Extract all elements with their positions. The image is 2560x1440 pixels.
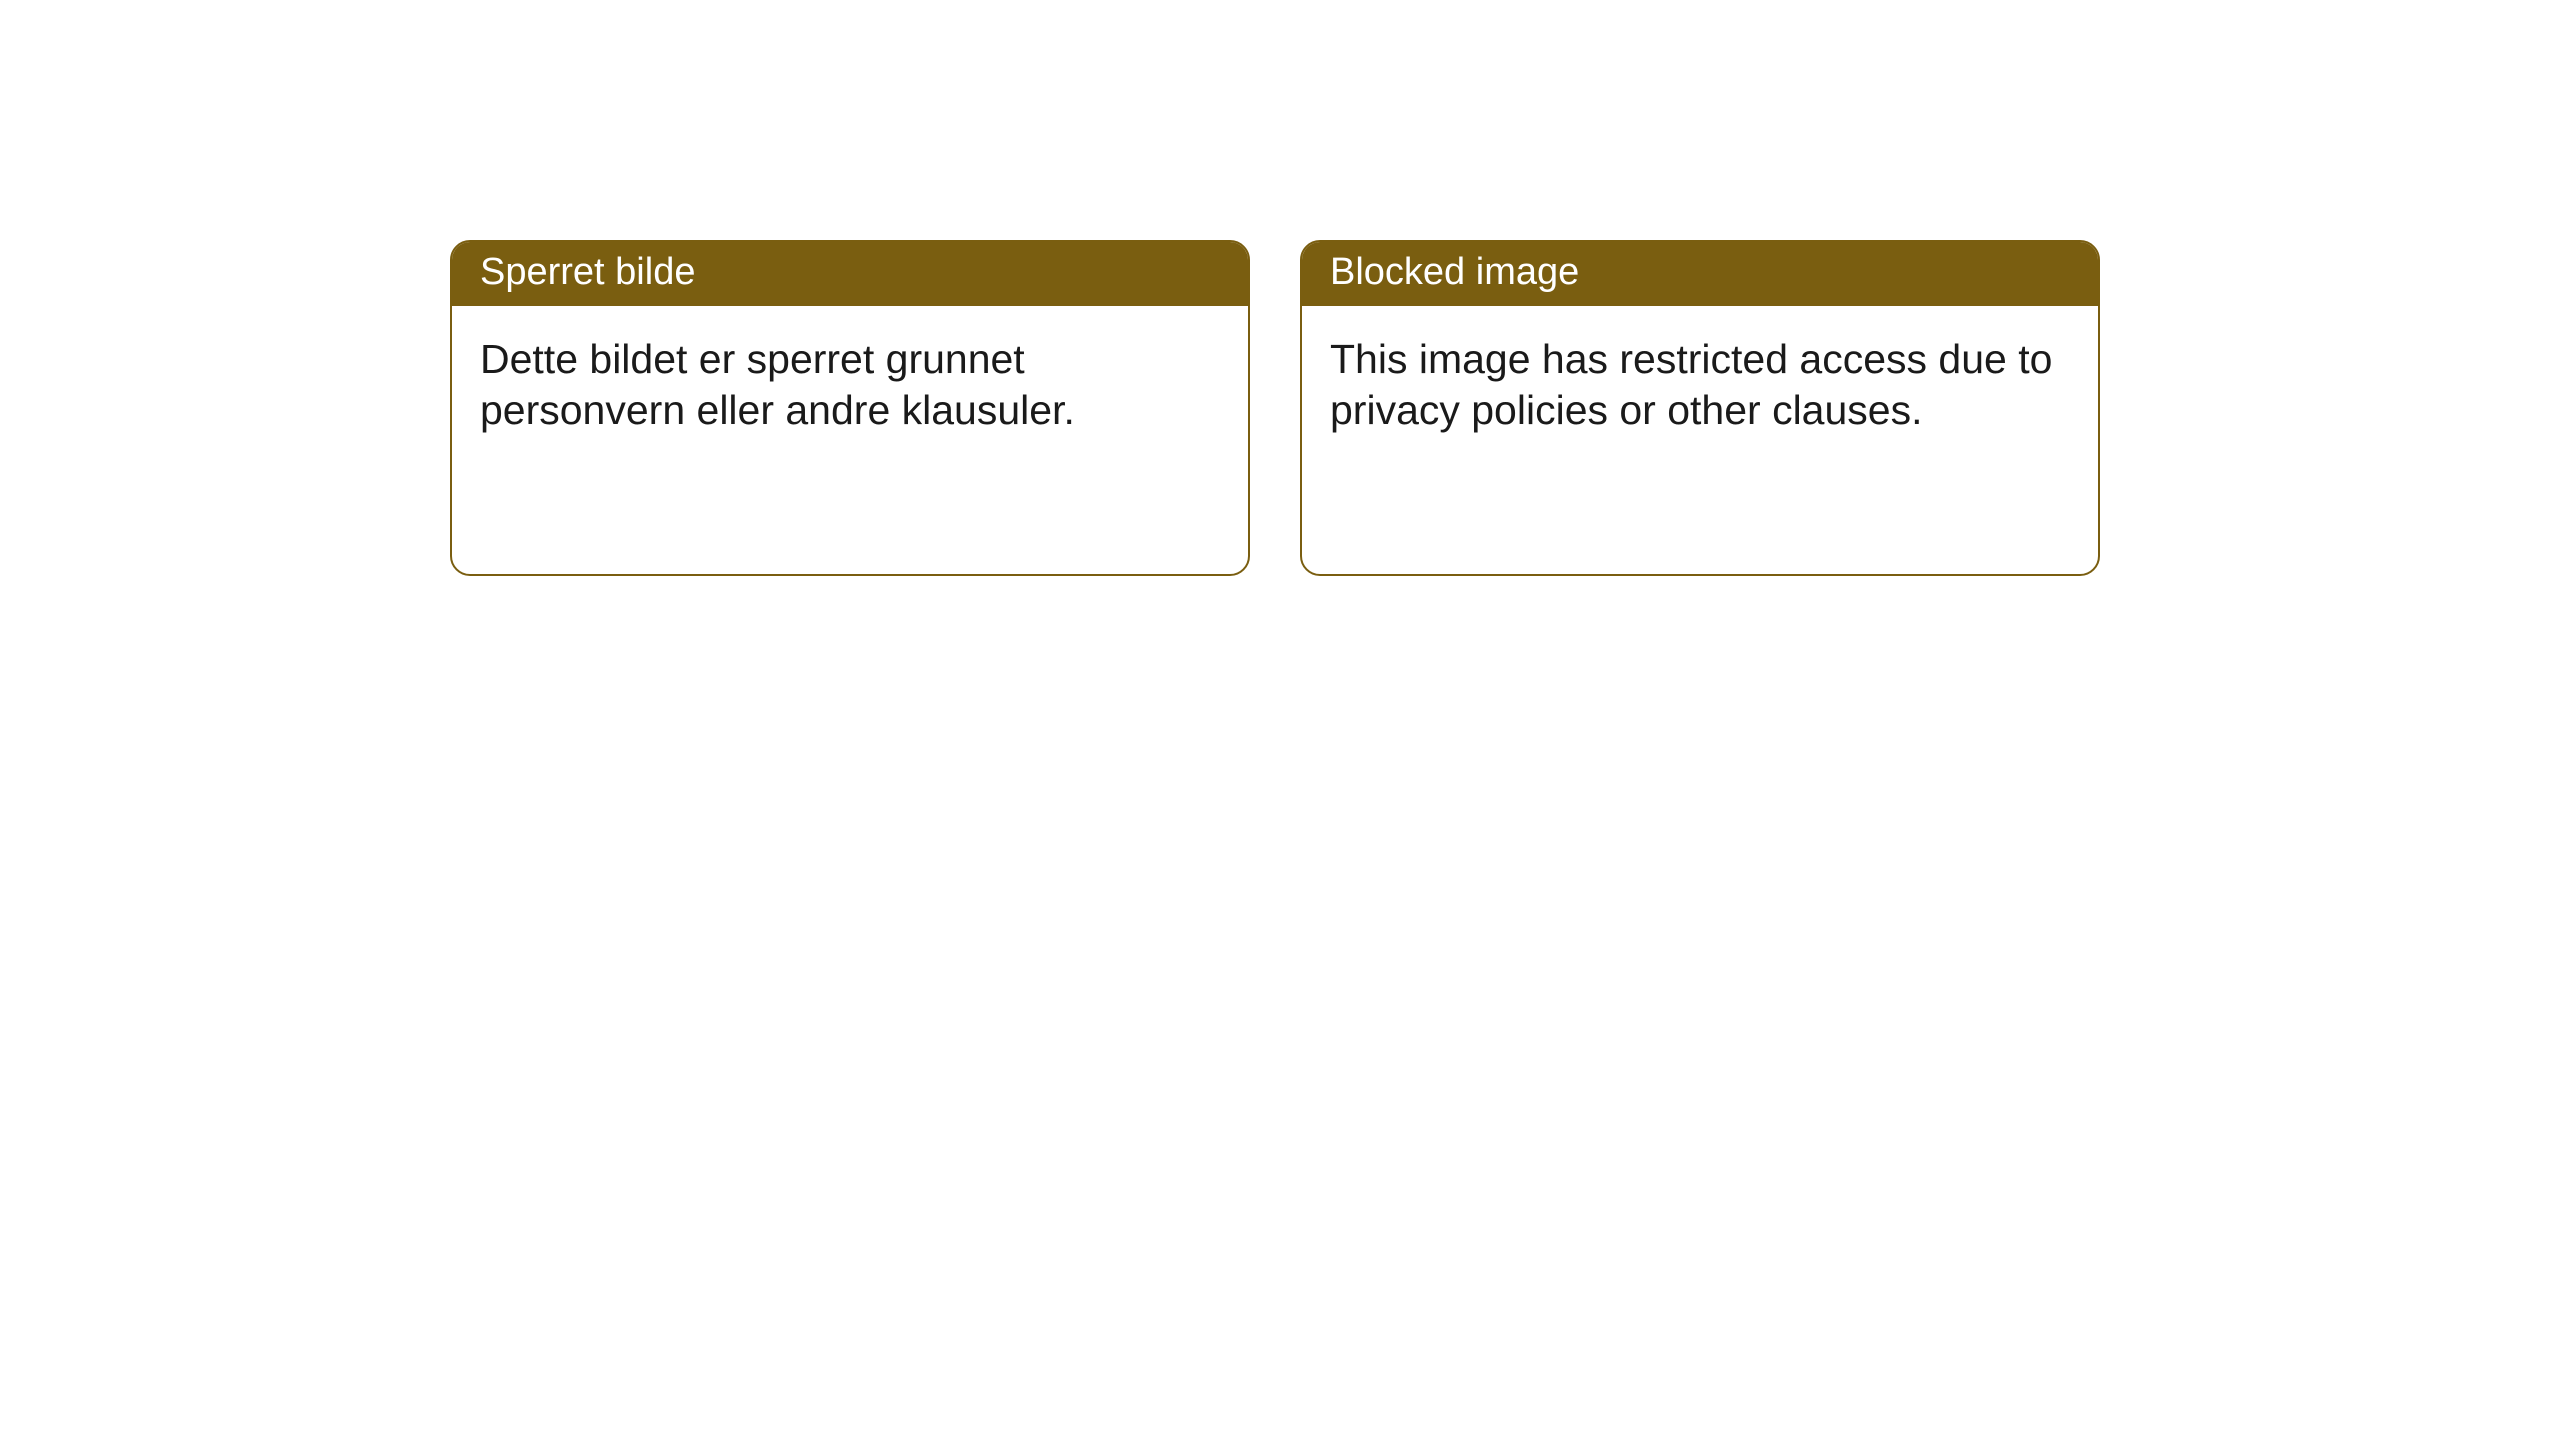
notice-card-norwegian: Sperret bilde Dette bildet er sperret gr… — [450, 240, 1250, 576]
notice-card-header: Sperret bilde — [452, 242, 1248, 306]
notice-cards-container: Sperret bilde Dette bildet er sperret gr… — [450, 240, 2100, 576]
notice-card-english: Blocked image This image has restricted … — [1300, 240, 2100, 576]
notice-card-body: Dette bildet er sperret grunnet personve… — [452, 306, 1248, 437]
notice-card-body: This image has restricted access due to … — [1302, 306, 2098, 437]
notice-card-header: Blocked image — [1302, 242, 2098, 306]
